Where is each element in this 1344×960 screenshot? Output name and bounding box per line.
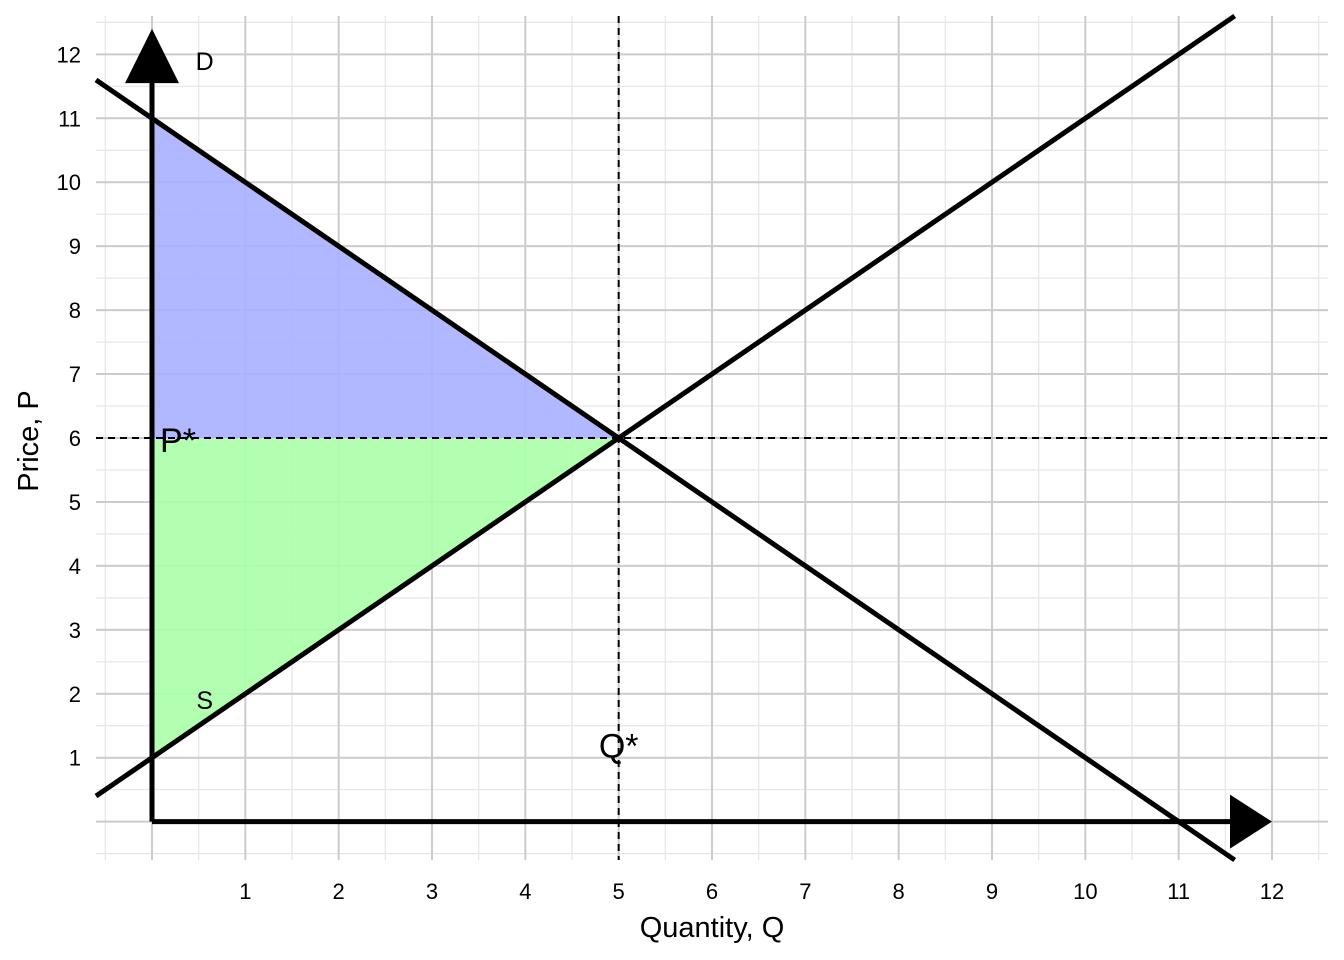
x-axis-arrowhead — [1230, 794, 1272, 849]
x-tick-label: 10 — [1073, 879, 1097, 904]
x-tick-label: 11 — [1167, 879, 1190, 904]
x-tick-label: 9 — [986, 879, 998, 904]
annotations: D S Q* P* — [160, 48, 638, 766]
curves — [94, 13, 1237, 863]
y-tick-label: 2 — [69, 682, 81, 707]
y-tick-label: 7 — [69, 362, 81, 387]
supply-curve-label: S — [196, 687, 213, 715]
y-tick-label: 4 — [69, 554, 81, 579]
y-tick-label: 10 — [57, 170, 81, 195]
demand-curve — [94, 77, 1237, 863]
x-tick-label: 8 — [893, 879, 905, 904]
x-tick-label: 4 — [519, 879, 531, 904]
equilibrium-price-label: P* — [160, 422, 196, 460]
y-tick-label: 3 — [69, 618, 81, 643]
y-tick-label: 9 — [69, 234, 81, 259]
y-tick-label: 11 — [58, 106, 81, 131]
equilibrium-quantity-label: Q* — [599, 728, 639, 766]
y-tick-label: 6 — [69, 426, 81, 451]
y-tick-label: 12 — [57, 42, 81, 67]
x-tick-label: 1 — [239, 879, 251, 904]
y-tick-label: 8 — [69, 298, 81, 323]
x-tick-label: 2 — [333, 879, 345, 904]
y-tick-label: 1 — [69, 746, 81, 771]
x-axis-title: Quantity, Q — [640, 912, 785, 944]
x-tick-label: 6 — [706, 879, 718, 904]
supply-curve — [94, 13, 1237, 799]
x-tick-label: 5 — [613, 879, 625, 904]
y-axis-arrowhead — [125, 28, 179, 84]
x-tick-label: 7 — [799, 879, 811, 904]
x-tick-label: 3 — [426, 879, 438, 904]
y-tick-label: 5 — [69, 490, 81, 515]
axes — [125, 28, 1272, 849]
y-axis-title: Price, P — [13, 390, 45, 492]
x-tick-label: 12 — [1260, 879, 1284, 904]
demand-curve-label: D — [196, 48, 214, 76]
